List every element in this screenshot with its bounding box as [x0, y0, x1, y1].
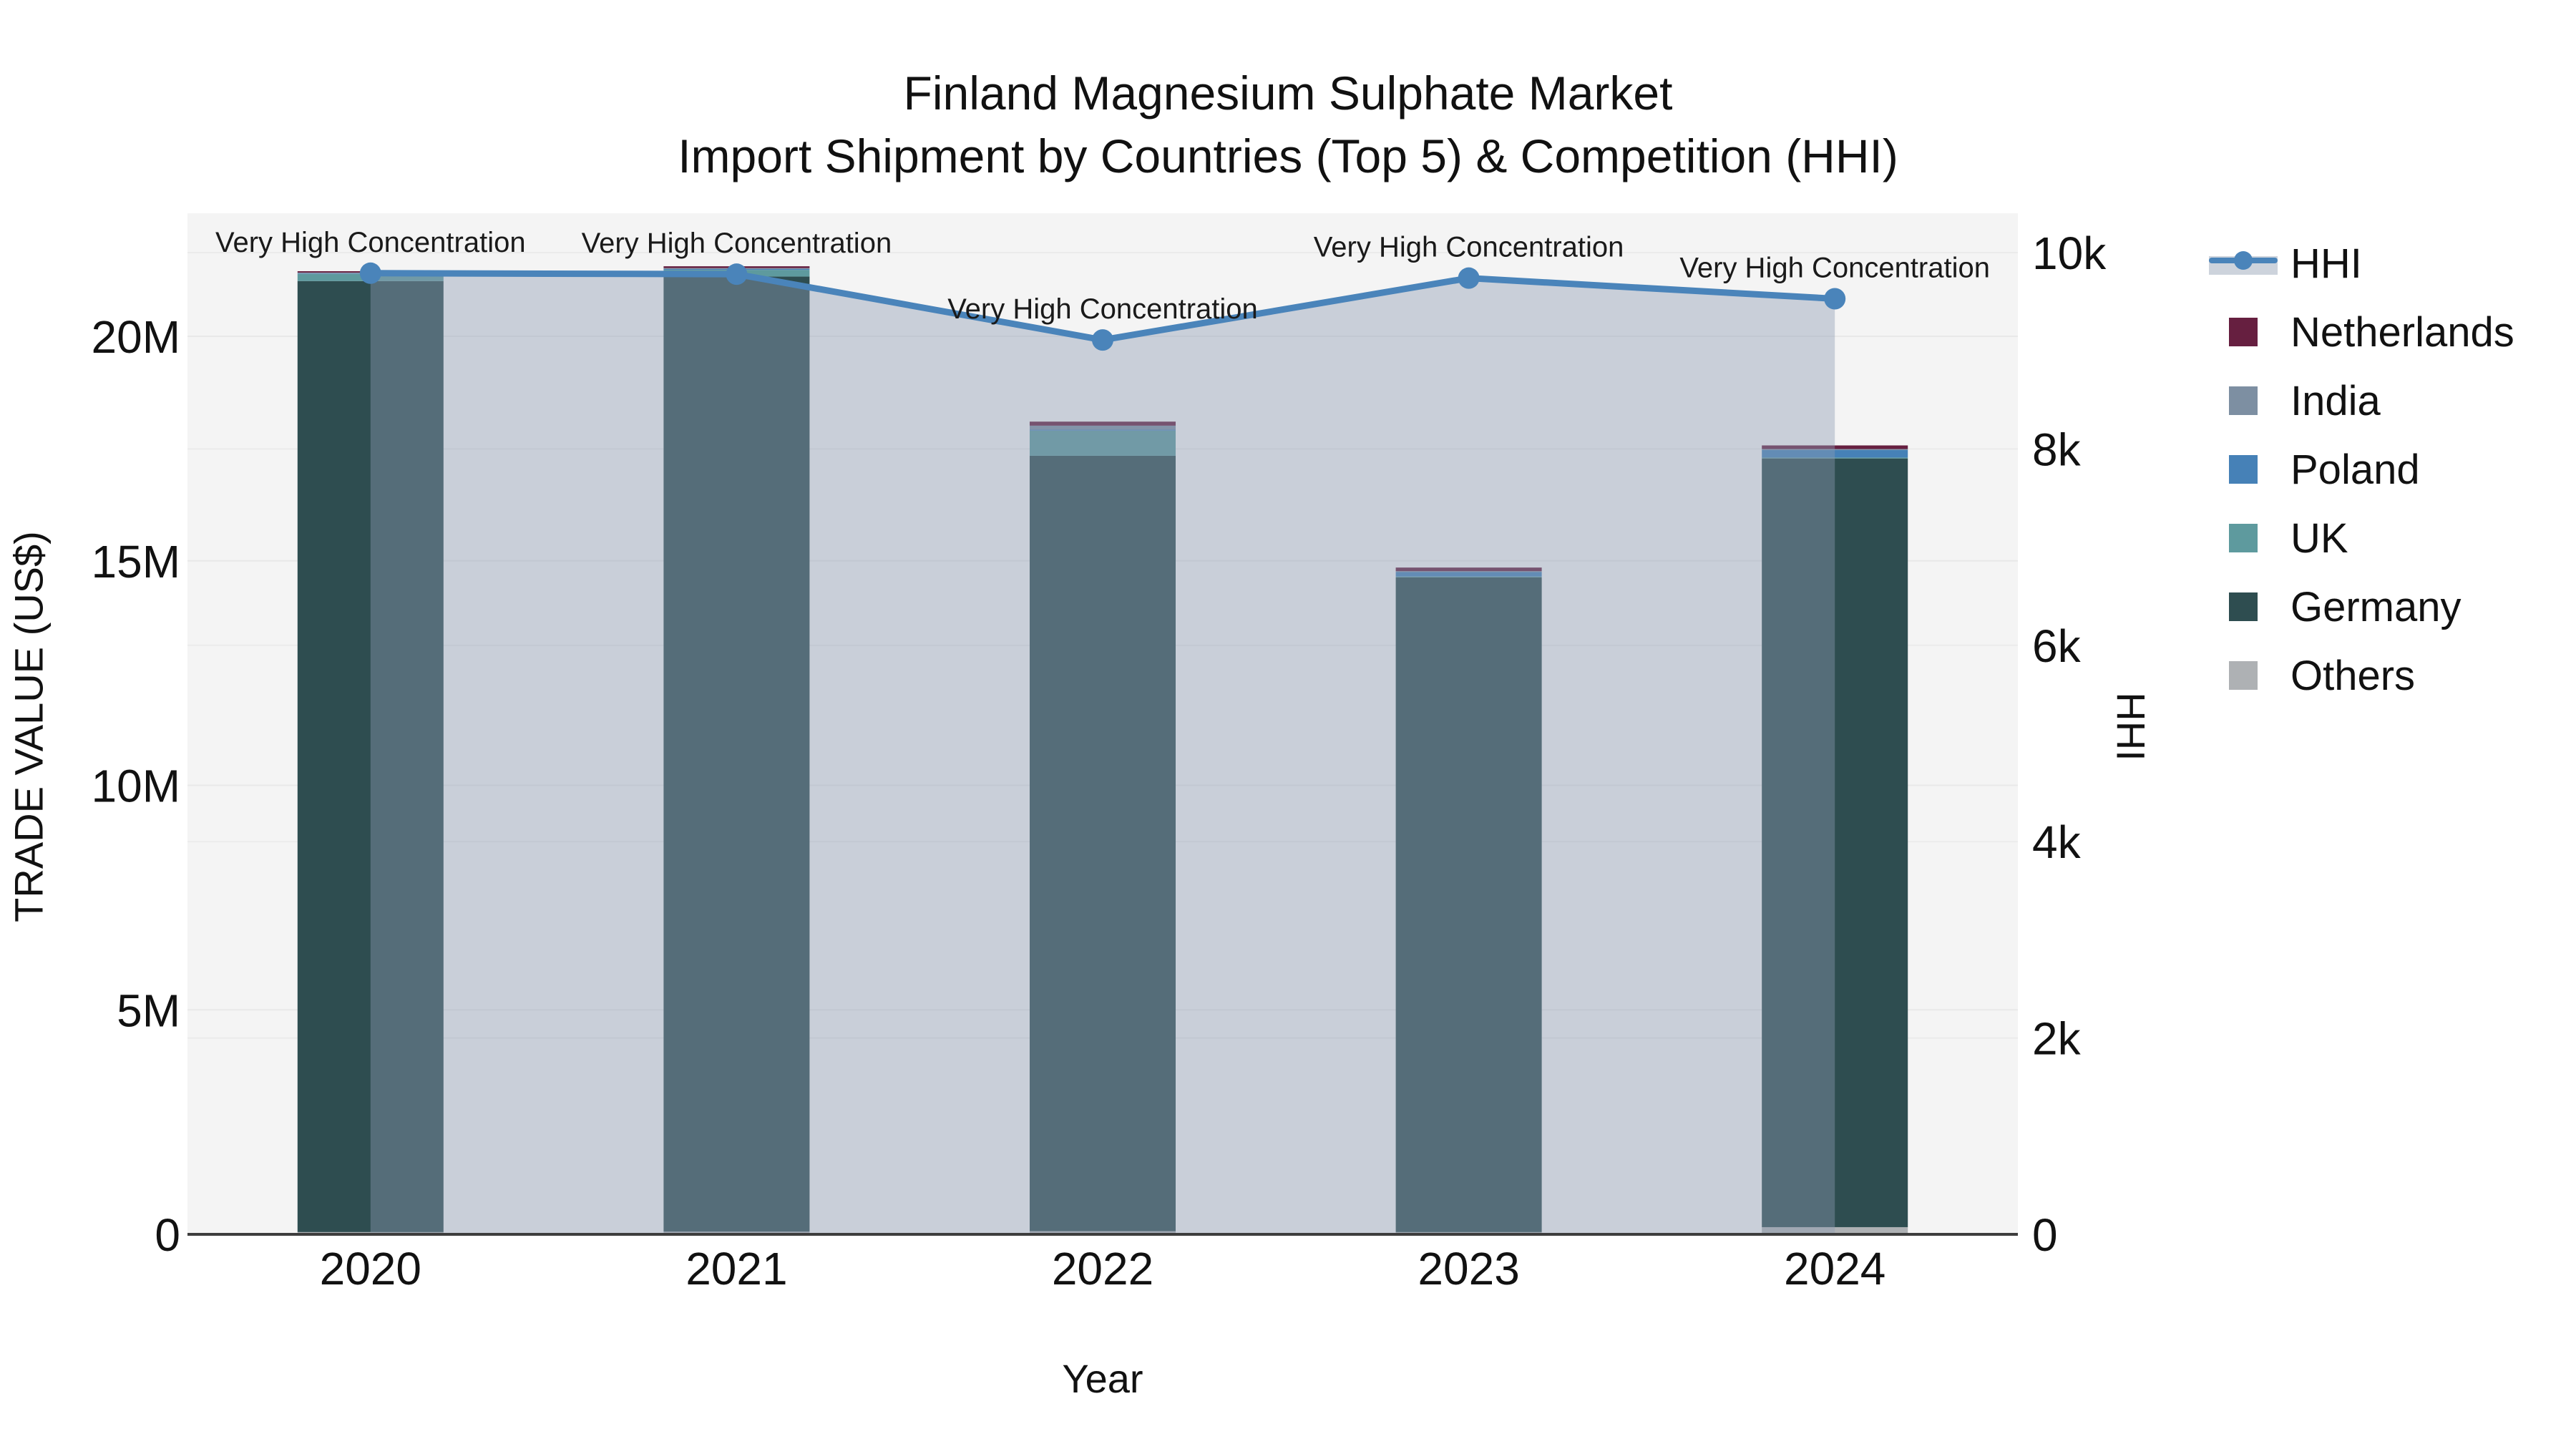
bar-segment-others-2024[interactable]: [1762, 1226, 1908, 1234]
poland-color-square: [2229, 455, 2258, 484]
annotation-2024: Very High Concentration: [1679, 252, 1990, 283]
chart-title-line1: Finland Magnesium Sulphate Market: [903, 67, 1673, 119]
hhi-marker-2023[interactable]: [1458, 267, 1480, 289]
legend-item-india[interactable]: India: [2209, 366, 2514, 435]
netherlands-swatch-icon: [2209, 318, 2278, 346]
bar-segment-germany-2020[interactable]: [297, 280, 444, 1232]
legend-item-germany[interactable]: Germany: [2209, 572, 2514, 641]
india-color-square: [2229, 386, 2258, 415]
bar-segment-others-2022[interactable]: [1030, 1231, 1176, 1234]
legend-item-poland[interactable]: Poland: [2209, 435, 2514, 504]
bar-segment-netherlands-2024[interactable]: [1762, 445, 1908, 449]
left-tick-20M: 20M: [92, 311, 181, 363]
hhi-sample: [2209, 248, 2278, 279]
hhi-marker-2022[interactable]: [1092, 329, 1113, 351]
bar-segment-poland-2024[interactable]: [1762, 449, 1908, 458]
x-tick-2022: 2022: [1052, 1243, 1153, 1294]
bar-segment-netherlands-2022[interactable]: [1030, 421, 1176, 426]
right-tick-10k: 10k: [2032, 228, 2107, 279]
others-color-square: [2229, 661, 2258, 690]
annotation-2023: Very High Concentration: [1314, 232, 1624, 263]
right-tick-6k: 6k: [2032, 620, 2082, 672]
legend-label-hhi: HHI: [2290, 240, 2362, 287]
bar-segment-germany-2021[interactable]: [663, 276, 810, 1232]
uk-color-square: [2229, 524, 2258, 552]
left-tick-10M: 10M: [92, 761, 181, 812]
chart-title: Finland Magnesium Sulphate Market Import…: [0, 62, 2576, 187]
left-tick-0: 0: [155, 1209, 180, 1261]
bar-segment-india-2024[interactable]: [1762, 449, 1908, 450]
bar-segment-uk-2022[interactable]: [1030, 430, 1176, 456]
bar-segment-poland-2023[interactable]: [1395, 572, 1542, 577]
right-axis-title: HHI: [2108, 692, 2154, 761]
uk-swatch-icon: [2209, 524, 2278, 552]
x-tick-2021: 2021: [686, 1243, 787, 1294]
x-tick-2024: 2024: [1784, 1243, 1885, 1294]
legend-item-netherlands[interactable]: Netherlands: [2209, 298, 2514, 366]
right-tick-0: 0: [2032, 1209, 2058, 1261]
legend-label-netherlands: Netherlands: [2290, 308, 2514, 356]
left-axis-title: TRADE VALUE (US$): [6, 531, 52, 922]
bar-segment-germany-2024[interactable]: [1762, 458, 1908, 1227]
left-tick-5M: 5M: [117, 985, 180, 1036]
left-tick-15M: 15M: [92, 536, 181, 587]
chart-title-line2: Import Shipment by Countries (Top 5) & C…: [678, 130, 1898, 182]
bar-segment-india-2023[interactable]: [1395, 571, 1542, 572]
germany-color-square: [2229, 592, 2258, 621]
hhi-line-swatch: [2209, 248, 2278, 279]
annotation-2020: Very High Concentration: [215, 227, 526, 258]
bar-segment-netherlands-2023[interactable]: [1395, 567, 1542, 572]
legend-label-poland: Poland: [2290, 446, 2420, 493]
bar-segment-india-2022[interactable]: [1030, 425, 1176, 430]
x-axis-title: Year: [1062, 1356, 1143, 1401]
right-tick-8k: 8k: [2032, 424, 2082, 475]
hhi-marker-2021[interactable]: [726, 263, 748, 286]
x-tick-2023: 2023: [1418, 1243, 1519, 1294]
annotation-2022: Very High Concentration: [947, 293, 1258, 325]
india-swatch-icon: [2209, 386, 2278, 415]
legend-label-india: India: [2290, 377, 2381, 424]
right-tick-4k: 4k: [2032, 816, 2082, 868]
hhi-marker-2024[interactable]: [1824, 288, 1846, 310]
netherlands-color-square: [2229, 318, 2258, 346]
others-swatch-icon: [2209, 661, 2278, 690]
hhi-area: [370, 273, 1835, 1234]
x-tick-2020: 2020: [320, 1243, 421, 1294]
legend-item-uk[interactable]: UK: [2209, 504, 2514, 572]
right-tick-2k: 2k: [2032, 1013, 2082, 1065]
legend-item-hhi[interactable]: HHI: [2209, 229, 2514, 298]
bar-segment-germany-2023[interactable]: [1395, 577, 1542, 1232]
legend: HHI Netherlands India Poland UK Germany Others: [2209, 229, 2514, 710]
annotation-2021: Very High Concentration: [582, 228, 892, 259]
legend-item-others[interactable]: Others: [2209, 641, 2514, 710]
bar-segment-uk-2024[interactable]: [1762, 457, 1908, 459]
bar-segment-poland-2022[interactable]: [1030, 429, 1176, 431]
hhi-marker-2020[interactable]: [359, 262, 381, 284]
legend-label-germany: Germany: [2290, 583, 2462, 630]
poland-swatch-icon: [2209, 455, 2278, 484]
legend-label-others: Others: [2290, 652, 2416, 699]
bar-segment-germany-2022[interactable]: [1030, 455, 1176, 1231]
germany-swatch-icon: [2209, 592, 2278, 621]
legend-label-uk: UK: [2290, 514, 2348, 562]
